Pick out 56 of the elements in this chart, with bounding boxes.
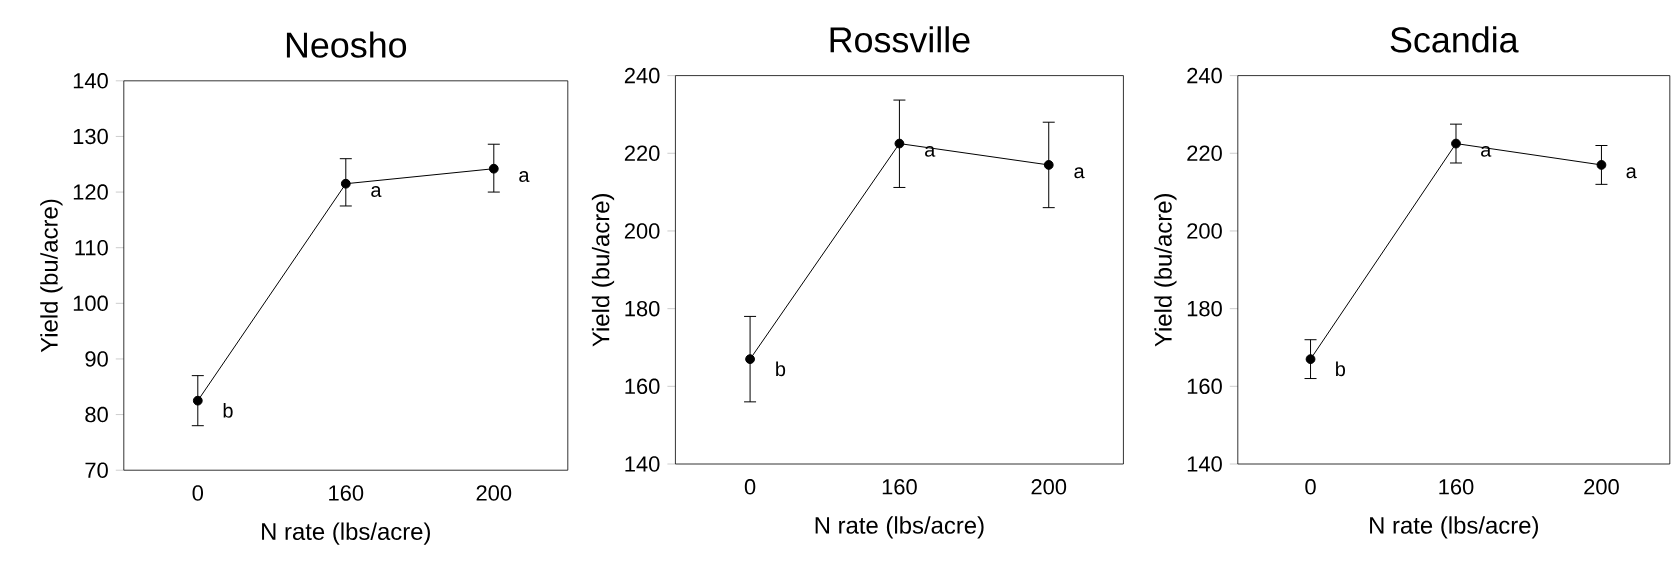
point [1451,138,1461,149]
x-tick-label: 200 [1584,479,1619,495]
chart-title: Neosho [286,31,407,58]
y-tick-label: 200 [1187,223,1222,239]
y-tick-label: 130 [73,128,108,145]
x-tick-label: 160 [1439,479,1474,495]
x-tick-label: 200 [1031,479,1067,495]
annotation: a [925,145,936,157]
annotation: a [371,186,382,198]
y-tick-label: 180 [625,300,660,317]
x-tick-label: 200 [476,485,512,501]
point [745,354,755,365]
annotation: a [1626,167,1637,179]
y-axis-title: Yield (bu/acre) [40,199,63,353]
y-tick-label: 140 [73,73,108,89]
x-tick-label: 0 [744,479,756,495]
y-tick-label: 180 [1187,300,1222,317]
y-tick-label: 110 [75,239,108,256]
y-tick-label: 220 [624,145,660,162]
y-axis-title: Yield (bu/acre) [591,194,615,347]
x-tick-label: 0 [1305,479,1316,495]
annotation: b [776,361,786,377]
x-axis-title: N rate (lbs/acre) [1370,516,1538,539]
y-tick-label: 160 [1187,378,1222,395]
x-tick-label: 160 [882,479,917,495]
chart-title: Scandia [1390,26,1519,53]
y-tick-label: 70 [85,462,108,478]
y-tick-label: 160 [625,378,660,395]
point [488,163,499,174]
chart-title: Rossville [830,26,970,53]
x-tick-label: 0 [192,485,204,501]
x-tick-label: 160 [329,485,364,501]
annotation: b [1336,361,1346,377]
y-tick-label: 240 [1187,67,1222,84]
annotation: a [1074,167,1085,179]
y-tick-label: 240 [624,67,660,84]
point [1596,160,1607,170]
y-tick-label: 140 [1187,456,1222,472]
y-axis-title: Yield (bu/acre) [1154,194,1177,347]
y-tick-label: 140 [625,456,660,472]
y-tick-label: 80 [85,406,108,423]
x-axis-title: N rate (lbs/acre) [262,522,430,545]
x-axis-title: N rate (lbs/acre) [815,516,984,539]
annotation: b [223,403,233,418]
point [192,395,203,406]
annotation: a [1481,145,1492,157]
y-tick-label: 200 [624,223,660,239]
point [1043,160,1054,170]
y-tick-label: 220 [1187,145,1222,162]
y-tick-label: 100 [73,295,108,312]
point [1305,354,1316,365]
annotation: a [519,171,530,183]
y-tick-label: 90 [85,351,108,367]
point [340,178,351,189]
point [894,138,905,149]
y-tick-label: 120 [73,184,108,200]
